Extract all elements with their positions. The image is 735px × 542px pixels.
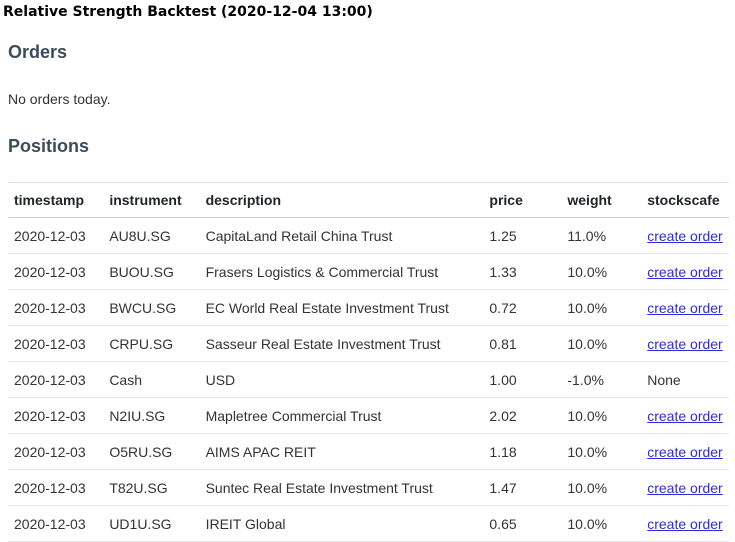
window-title: Relative Strength Backtest (2020-12-04 1… [3, 4, 373, 20]
cell-weight: 10.0% [567, 515, 608, 532]
cell-stockscafe: create order [641, 326, 729, 362]
cell-description: AIMS APAC REIT [205, 443, 316, 460]
cell-weight: 10.0% [567, 407, 608, 424]
table-row: 2020-12-03 T82U.SG Suntec Real Estate Inve… [8, 470, 729, 506]
cell-stockscafe: create order [641, 290, 729, 326]
cell-description: Suntec Real Estate Investment Trust [205, 479, 433, 496]
cell-stockscafe: create order [641, 470, 729, 506]
create-order-link[interactable]: create order [647, 299, 723, 316]
cell-description: EC World Real Estate Investment Trust [205, 299, 449, 316]
create-order-link[interactable]: create order [647, 515, 723, 532]
cell-stockscafe: create order [641, 398, 729, 434]
table-row: 2020-12-03 BUOU.SG Frasers Logistics & Com… [8, 254, 729, 290]
create-order-link[interactable]: create order [647, 479, 723, 496]
cell-timestamp: 2020-12-03 [14, 479, 86, 496]
cell-weight: 10.0% [567, 443, 608, 460]
column-header-price: price [489, 192, 523, 208]
cell-instrument: BUOU.SG [109, 263, 174, 280]
column-header-weight: weight [567, 192, 612, 208]
cell-timestamp: 2020-12-03 [14, 299, 86, 316]
cell-price: 1.33 [489, 263, 517, 280]
stockscafe-value: None [647, 371, 681, 388]
table-row: 2020-12-03 O5RU.SG AIMS APAC REIT 1.18 10.0%… [8, 434, 729, 470]
positions-heading: Positions [8, 136, 90, 156]
table-row: 2020-12-03 Cash USD 1.00 -1.0% None [8, 362, 729, 398]
orders-heading: Orders [8, 42, 68, 62]
cell-price: 2.02 [489, 407, 517, 424]
cell-description: Sasseur Real Estate Investment Trust [205, 335, 441, 352]
cell-price: 1.47 [489, 479, 517, 496]
cell-timestamp: 2020-12-03 [14, 335, 86, 352]
cell-stockscafe: create order [641, 506, 729, 542]
cell-instrument: CRPU.SG [109, 335, 174, 352]
cell-description: CapitaLand Retail China Trust [205, 227, 393, 244]
cell-instrument: T82U.SG [109, 479, 168, 496]
column-header-timestamp: timestamp [14, 192, 85, 208]
cell-price: 0.65 [489, 515, 517, 532]
cell-description: USD [205, 371, 236, 388]
cell-weight: 11.0% [567, 227, 607, 244]
positions-table-body: 2020-12-03 AU8U.SG CapitaLand Retail China… [8, 218, 729, 542]
cell-instrument: BWCU.SG [109, 299, 177, 316]
cell-stockscafe: create order [641, 434, 729, 470]
cell-timestamp: 2020-12-03 [14, 515, 86, 532]
cell-weight: -1.0% [567, 371, 604, 388]
cell-instrument: AU8U.SG [109, 227, 171, 244]
table-row: 2020-12-03 UD1U.SG IREIT Global 0.65 10.0% cr… [8, 506, 729, 542]
column-header-stockscafe: stockscafe [647, 192, 720, 208]
column-header-description: description [205, 192, 282, 208]
positions-table: timestamp instrument description price w… [8, 182, 729, 542]
cell-stockscafe: None [641, 362, 729, 398]
cell-weight: 10.0% [567, 263, 608, 280]
cell-price: 1.25 [489, 227, 517, 244]
create-order-link[interactable]: create order [647, 263, 723, 280]
table-row: 2020-12-03 CRPU.SG Sasseur Real Estate Inv… [8, 326, 729, 362]
table-row: 2020-12-03 N2IU.SG Mapletree Commercial Tr… [8, 398, 729, 434]
create-order-link[interactable]: create order [647, 407, 723, 424]
cell-description: Mapletree Commercial Trust [205, 407, 382, 424]
column-header-instrument: instrument [109, 192, 182, 208]
table-row: 2020-12-03 AU8U.SG CapitaLand Retail China… [8, 218, 729, 254]
cell-description: Frasers Logistics & Commercial Trust [205, 263, 439, 280]
cell-price: 0.72 [489, 299, 517, 316]
cell-instrument: N2IU.SG [109, 407, 166, 424]
cell-price: 0.81 [489, 335, 517, 352]
cell-timestamp: 2020-12-03 [14, 407, 86, 424]
cell-timestamp: 2020-12-03 [14, 443, 86, 460]
cell-instrument: O5RU.SG [109, 443, 173, 460]
cell-price: 1.00 [489, 371, 517, 388]
create-order-link[interactable]: create order [647, 443, 723, 460]
cell-weight: 10.0% [567, 479, 608, 496]
cell-weight: 10.0% [567, 335, 608, 352]
cell-timestamp: 2020-12-03 [14, 263, 86, 280]
cell-timestamp: 2020-12-03 [14, 227, 86, 244]
orders-empty-note: No orders today. [8, 91, 111, 107]
cell-instrument: UD1U.SG [109, 515, 172, 532]
cell-weight: 10.0% [567, 299, 608, 316]
cell-stockscafe: create order [641, 254, 729, 290]
cell-timestamp: 2020-12-03 [14, 371, 86, 388]
table-header-row: timestamp instrument description price w… [8, 182, 729, 218]
cell-instrument: Cash [109, 371, 142, 388]
table-row: 2020-12-03 BWCU.SG EC World Real Estate In… [8, 290, 729, 326]
create-order-link[interactable]: create order [647, 227, 723, 244]
create-order-link[interactable]: create order [647, 335, 723, 352]
cell-description: IREIT Global [205, 515, 286, 532]
cell-price: 1.18 [489, 443, 517, 460]
cell-stockscafe: create order [641, 218, 729, 254]
